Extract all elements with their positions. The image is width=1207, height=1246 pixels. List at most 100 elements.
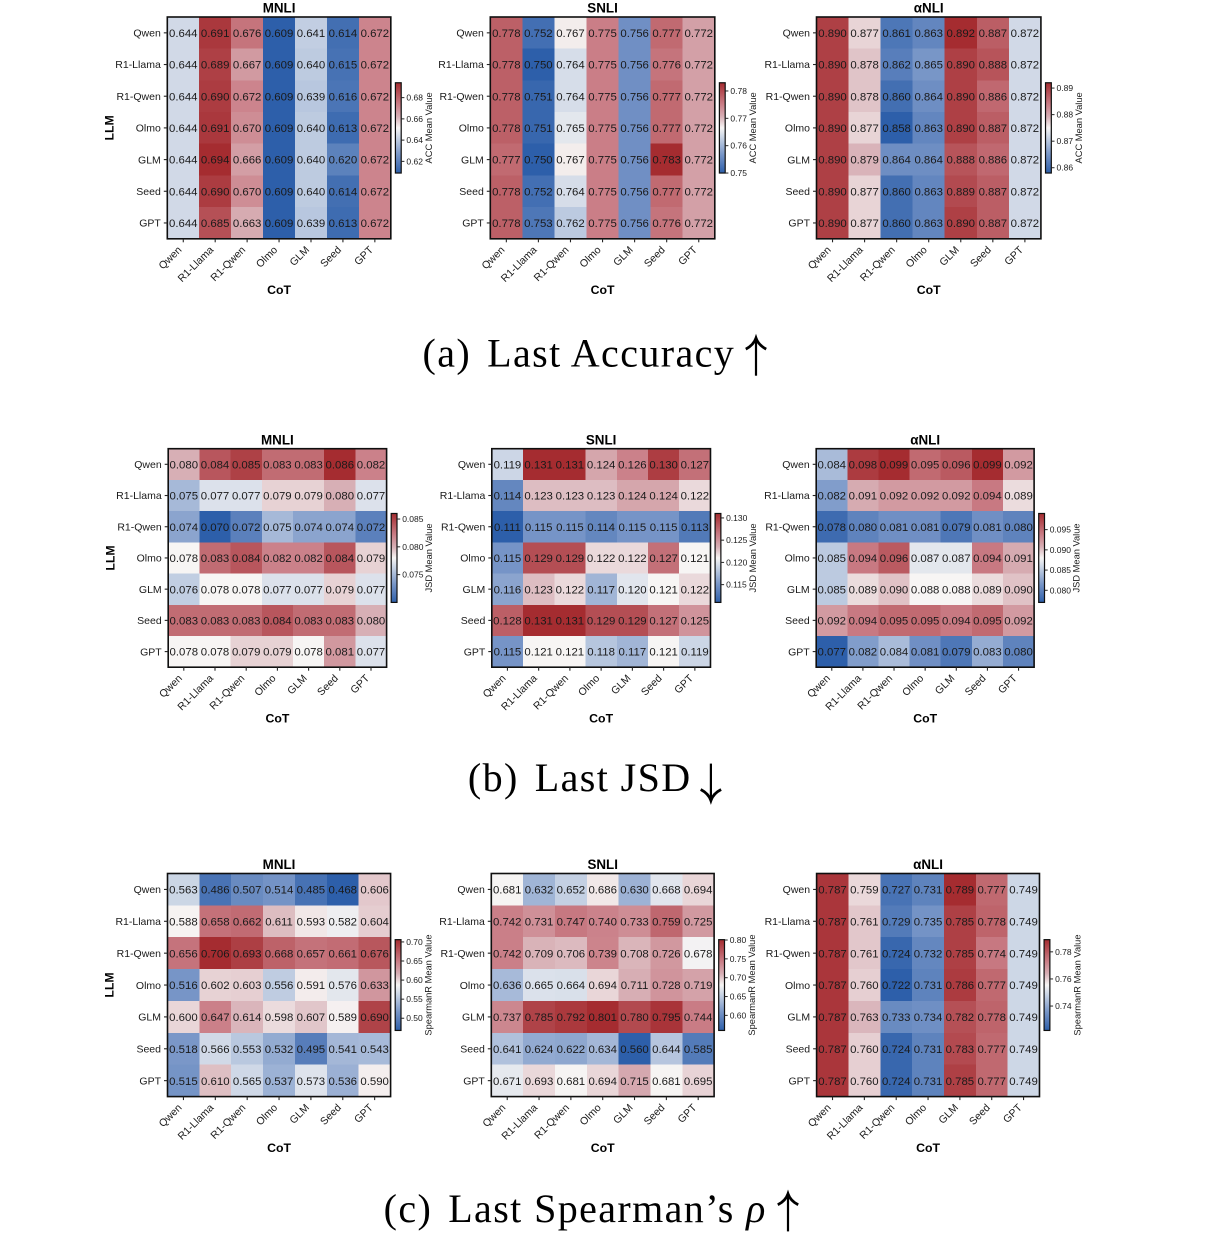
svg-text:0.725: 0.725 bbox=[684, 916, 713, 928]
svg-text:0.082: 0.082 bbox=[263, 553, 292, 565]
svg-text:0.740: 0.740 bbox=[588, 916, 617, 928]
svg-text:0.647: 0.647 bbox=[201, 1012, 230, 1024]
svg-text:0.624: 0.624 bbox=[525, 1044, 554, 1056]
svg-text:0.127: 0.127 bbox=[681, 459, 710, 471]
svg-text:0.752: 0.752 bbox=[524, 28, 553, 40]
svg-text:0.733: 0.733 bbox=[620, 916, 649, 928]
svg-text:0.089: 0.089 bbox=[973, 584, 1002, 596]
svg-text:0.719: 0.719 bbox=[684, 980, 713, 992]
svg-text:0.860: 0.860 bbox=[882, 186, 911, 198]
svg-text:0.775: 0.775 bbox=[588, 60, 617, 72]
svg-text:Qwen: Qwen bbox=[133, 28, 161, 40]
svg-text:0.761: 0.761 bbox=[850, 916, 879, 928]
svg-text:0.074: 0.074 bbox=[294, 522, 323, 534]
svg-text:0.566: 0.566 bbox=[201, 1044, 230, 1056]
svg-text:0.777: 0.777 bbox=[977, 980, 1006, 992]
svg-text:0.864: 0.864 bbox=[914, 155, 943, 167]
svg-text:0.686: 0.686 bbox=[588, 885, 617, 897]
svg-text:0.672: 0.672 bbox=[233, 91, 262, 103]
svg-text:0.667: 0.667 bbox=[233, 60, 262, 72]
svg-text:Olmo: Olmo bbox=[785, 123, 810, 135]
svg-text:0.590: 0.590 bbox=[360, 1076, 389, 1088]
svg-text:GLM: GLM bbox=[138, 154, 161, 166]
svg-text:0.644: 0.644 bbox=[169, 186, 198, 198]
svg-text:0.115: 0.115 bbox=[556, 522, 584, 534]
svg-text:0.731: 0.731 bbox=[914, 1044, 943, 1056]
svg-text:0.079: 0.079 bbox=[357, 553, 386, 565]
svg-text:0.892: 0.892 bbox=[947, 28, 976, 40]
svg-text:0.60: 0.60 bbox=[406, 975, 423, 985]
svg-text:0.890: 0.890 bbox=[818, 186, 847, 198]
svg-text:CoT: CoT bbox=[267, 283, 291, 297]
svg-text:0.128: 0.128 bbox=[493, 615, 522, 627]
svg-text:0.676: 0.676 bbox=[233, 28, 262, 40]
svg-text:0.864: 0.864 bbox=[914, 91, 943, 103]
svg-text:0.756: 0.756 bbox=[620, 60, 649, 72]
svg-text:0.878: 0.878 bbox=[850, 91, 879, 103]
svg-text:0.778: 0.778 bbox=[492, 28, 521, 40]
svg-text:0.672: 0.672 bbox=[361, 60, 390, 72]
svg-text:0.890: 0.890 bbox=[818, 28, 847, 40]
svg-text:0.872: 0.872 bbox=[1011, 218, 1040, 230]
svg-text:0.711: 0.711 bbox=[621, 980, 649, 992]
svg-text:0.603: 0.603 bbox=[233, 980, 262, 992]
svg-text:0.083: 0.083 bbox=[170, 615, 199, 627]
svg-text:0.772: 0.772 bbox=[684, 91, 713, 103]
svg-text:Olmo: Olmo bbox=[460, 980, 485, 992]
svg-text:Qwen: Qwen bbox=[782, 459, 810, 471]
svg-text:0.877: 0.877 bbox=[850, 218, 879, 230]
svg-text:0.094: 0.094 bbox=[849, 553, 878, 565]
svg-text:0.795: 0.795 bbox=[652, 1012, 681, 1024]
svg-text:0.591: 0.591 bbox=[297, 980, 326, 992]
svg-text:0.123: 0.123 bbox=[524, 584, 553, 596]
svg-text:0.609: 0.609 bbox=[265, 218, 294, 230]
svg-text:JSD Mean Value: JSD Mean Value bbox=[748, 523, 758, 592]
svg-text:JSD Mean Value: JSD Mean Value bbox=[424, 523, 434, 592]
svg-text:0.676: 0.676 bbox=[360, 948, 389, 960]
svg-text:0.084: 0.084 bbox=[326, 553, 355, 565]
svg-text:GLM: GLM bbox=[461, 154, 484, 166]
svg-text:0.681: 0.681 bbox=[652, 1076, 681, 1088]
svg-text:0.125: 0.125 bbox=[681, 615, 710, 627]
svg-text:0.860: 0.860 bbox=[882, 218, 911, 230]
svg-text:0.585: 0.585 bbox=[684, 1044, 713, 1056]
svg-text:0.715: 0.715 bbox=[620, 1076, 649, 1088]
svg-text:0.879: 0.879 bbox=[850, 155, 879, 167]
svg-text:0.114: 0.114 bbox=[494, 491, 522, 503]
svg-text:R1-Llama: R1-Llama bbox=[440, 490, 486, 502]
svg-text:0.877: 0.877 bbox=[850, 123, 879, 135]
svg-text:0.690: 0.690 bbox=[201, 91, 230, 103]
svg-text:0.872: 0.872 bbox=[1011, 60, 1040, 72]
svg-text:0.085: 0.085 bbox=[818, 584, 847, 596]
svg-text:0.084: 0.084 bbox=[232, 553, 261, 565]
svg-text:0.636: 0.636 bbox=[493, 980, 522, 992]
svg-text:GPT: GPT bbox=[788, 218, 810, 230]
svg-text:0.092: 0.092 bbox=[1004, 459, 1033, 471]
svg-text:(b)Last JSD: (b) Last JSD bbox=[468, 755, 692, 800]
svg-text:0.639: 0.639 bbox=[297, 91, 326, 103]
svg-text:Olmo: Olmo bbox=[785, 553, 810, 565]
svg-text:0.131: 0.131 bbox=[556, 459, 585, 471]
svg-text:SpearmanR Mean Value: SpearmanR Mean Value bbox=[424, 934, 434, 1035]
svg-text:0.078: 0.078 bbox=[170, 647, 199, 659]
svg-text:0.76: 0.76 bbox=[730, 141, 747, 151]
svg-text:Olmo: Olmo bbox=[136, 980, 161, 992]
svg-text:0.644: 0.644 bbox=[169, 218, 198, 230]
svg-text:0.074: 0.074 bbox=[170, 522, 199, 534]
svg-text:0.644: 0.644 bbox=[652, 1044, 681, 1056]
svg-text:0.080: 0.080 bbox=[849, 522, 878, 534]
svg-text:Olmo: Olmo bbox=[137, 553, 162, 565]
svg-text:0.610: 0.610 bbox=[201, 1076, 230, 1088]
svg-text:Seed: Seed bbox=[460, 1043, 485, 1055]
svg-text:Qwen: Qwen bbox=[457, 884, 485, 896]
svg-text:0.115: 0.115 bbox=[650, 522, 678, 534]
svg-text:0.082: 0.082 bbox=[294, 553, 323, 565]
svg-text:0.749: 0.749 bbox=[1009, 948, 1038, 960]
svg-text:0.663: 0.663 bbox=[233, 218, 262, 230]
svg-text:0.078: 0.078 bbox=[201, 584, 230, 596]
svg-text:0.131: 0.131 bbox=[524, 459, 553, 471]
svg-text:0.732: 0.732 bbox=[914, 948, 943, 960]
svg-text:GPT: GPT bbox=[139, 1075, 161, 1087]
svg-text:0.762: 0.762 bbox=[556, 218, 585, 230]
svg-text:0.096: 0.096 bbox=[880, 553, 909, 565]
